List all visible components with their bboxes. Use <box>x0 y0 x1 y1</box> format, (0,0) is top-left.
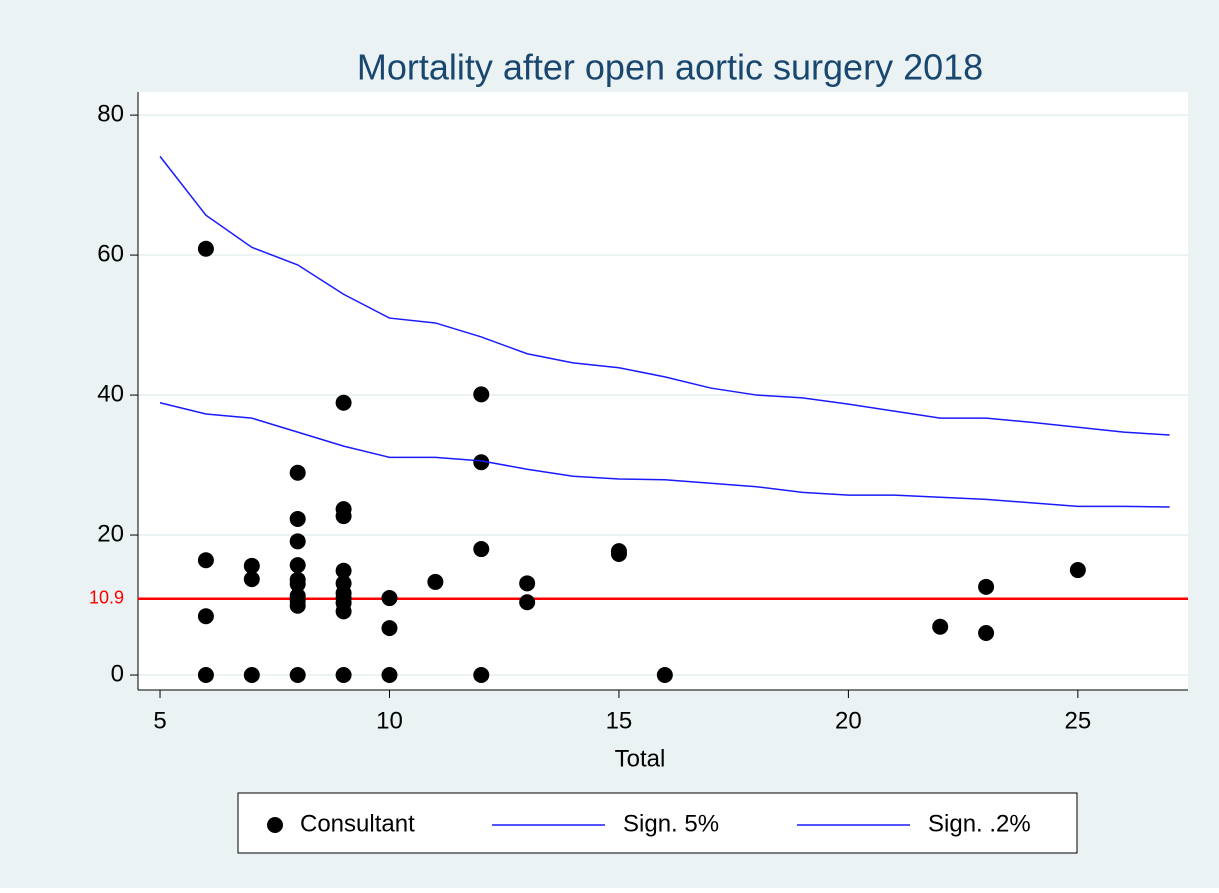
chart-title: Mortality after open aortic surgery 2018 <box>357 47 983 88</box>
point <box>519 594 536 611</box>
point <box>243 557 260 574</box>
reference-label: 10.9 <box>89 587 124 607</box>
line <box>159 402 1170 508</box>
legend <box>237 792 1078 854</box>
point <box>335 667 352 684</box>
y-tick-label: 60 <box>97 240 124 267</box>
point <box>1069 562 1086 579</box>
point <box>610 545 627 562</box>
point <box>243 667 260 684</box>
point <box>335 603 352 620</box>
y-tick-label: 40 <box>97 380 124 407</box>
point <box>289 464 306 481</box>
point <box>197 552 214 569</box>
legend-marker <box>267 817 283 833</box>
legend-label: Consultant <box>300 810 415 837</box>
x-tick-label: 5 <box>153 707 166 734</box>
point <box>381 620 398 637</box>
point <box>335 394 352 411</box>
line <box>159 155 1170 436</box>
point <box>473 667 490 684</box>
point <box>197 608 214 625</box>
point <box>335 508 352 525</box>
point <box>197 667 214 684</box>
point <box>519 575 536 592</box>
point <box>289 667 306 684</box>
point <box>289 533 306 550</box>
legend-label: Sign. .2% <box>928 810 1031 837</box>
x-tick-label: 20 <box>835 707 862 734</box>
point <box>335 562 352 579</box>
x-tick-label: 15 <box>606 707 633 734</box>
y-tick-label: 0 <box>111 660 124 687</box>
point <box>289 510 306 527</box>
y-tick-label: 80 <box>97 100 124 127</box>
x-axis-label: Total <box>615 745 666 772</box>
point <box>473 541 490 558</box>
point <box>289 557 306 574</box>
point <box>473 386 490 403</box>
point <box>381 590 398 607</box>
point <box>381 667 398 684</box>
point <box>978 578 995 595</box>
point <box>656 667 673 684</box>
y-tick-label: 20 <box>97 520 124 547</box>
point <box>289 597 306 614</box>
legend-label: Sign. 5% <box>623 810 719 837</box>
x-tick-label: 10 <box>376 707 403 734</box>
point <box>427 573 444 590</box>
x-tick-label: 25 <box>1065 707 1092 734</box>
point <box>243 571 260 588</box>
point <box>197 240 214 257</box>
point <box>473 454 490 471</box>
plot-area <box>138 92 1188 690</box>
point <box>978 625 995 642</box>
point <box>932 618 949 635</box>
point <box>289 576 306 593</box>
